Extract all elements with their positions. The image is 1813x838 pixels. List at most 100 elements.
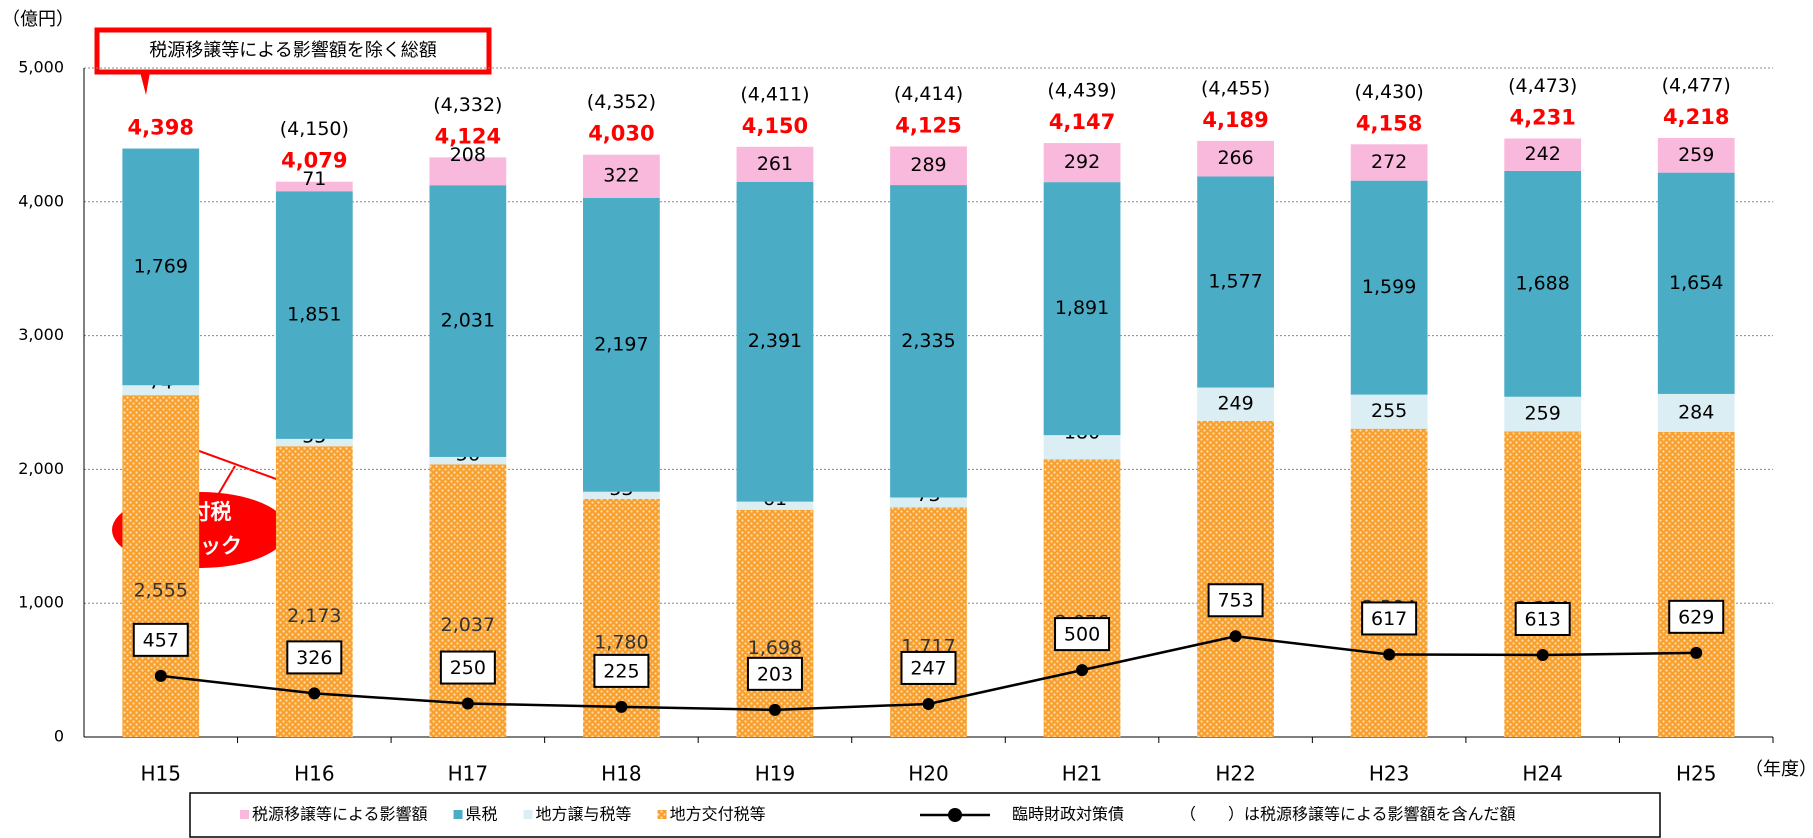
total-label: 4,124 <box>435 124 501 148</box>
line-marker <box>154 669 167 682</box>
x-tick-label: H17 <box>448 762 489 786</box>
callout-text: 税源移譲等による影響額を除く総額 <box>149 40 436 61</box>
bar-value-label: 1,891 <box>1055 297 1109 319</box>
value-box <box>286 640 343 675</box>
total-label: 4,147 <box>1049 110 1115 134</box>
total-incl-label: (4,439) <box>1047 80 1116 102</box>
legend-label: 臨時財政対策債 <box>1012 805 1124 824</box>
bar-value-label: 1,780 <box>594 631 648 653</box>
bar-segment <box>1504 431 1582 737</box>
bar-segment <box>736 181 814 502</box>
bar-value-label: 2,555 <box>134 580 188 602</box>
value-box <box>900 650 957 685</box>
value-box <box>1361 601 1418 636</box>
line-value-label: 203 <box>757 663 793 685</box>
line-marker <box>461 697 474 710</box>
line-marker <box>768 703 781 716</box>
legend-label: 地方譲与税等 <box>536 805 632 824</box>
legend-label: 税源移譲等による影響額 <box>252 805 428 824</box>
legend-swatch <box>453 810 463 819</box>
bar-segment <box>275 191 353 439</box>
total-label: 4,398 <box>128 116 194 140</box>
bar-segment <box>1350 180 1428 395</box>
bar-value-label: 1,698 <box>748 637 802 659</box>
bar-value-label: 1,577 <box>1208 271 1262 293</box>
bar-segment <box>1504 138 1582 171</box>
total-incl-label: (4,332) <box>433 94 502 116</box>
total-incl-label: (4,473) <box>1508 75 1577 97</box>
line-marker <box>1229 630 1242 643</box>
bar-segment <box>1657 137 1735 173</box>
y-tick-label: 5,000 <box>18 58 64 77</box>
bar-segment <box>1657 172 1735 394</box>
value-box <box>439 650 496 685</box>
bar-segment <box>1504 396 1582 432</box>
bar-segment <box>890 497 967 508</box>
bar-value-label: 255 <box>1371 400 1407 422</box>
bar-value-label: 284 <box>1678 401 1714 423</box>
x-tick-label: H20 <box>908 762 949 786</box>
line-value-label: 250 <box>450 657 486 679</box>
legend-note: （ ）は税源移譲等による影響額を含んだ額 <box>1180 805 1516 824</box>
line-value-label: 617 <box>1371 608 1407 630</box>
bar-segment <box>736 501 814 510</box>
bar-segment <box>1043 459 1121 737</box>
bar-value-label: 1,851 <box>287 304 341 326</box>
total-incl-label: (4,455) <box>1201 77 1270 99</box>
bar-segment <box>890 185 967 498</box>
legend-swatch <box>523 810 533 819</box>
bar-segment <box>1197 387 1274 421</box>
bar-value-label: 2,037 <box>441 614 495 636</box>
bar-value-label: 2,391 <box>748 330 802 352</box>
total-incl-label: (4,477) <box>1662 74 1731 96</box>
x-tick-label: H21 <box>1062 762 1103 786</box>
legend-label: 地方交付税等 <box>670 805 766 824</box>
bar-segment <box>736 509 814 737</box>
y-tick-label: 0 <box>54 727 64 746</box>
y-tick-label: 3,000 <box>18 325 64 344</box>
total-label: 4,189 <box>1202 108 1268 132</box>
bar-segment <box>1043 182 1121 436</box>
bar-segment <box>1350 144 1428 181</box>
bar-value-label: 208 <box>450 144 486 166</box>
line-marker <box>308 687 321 700</box>
line-value-label: 613 <box>1525 608 1561 630</box>
value-box <box>1514 601 1571 636</box>
bar-segment <box>1657 393 1735 432</box>
bar-value-label: 1,769 <box>134 255 188 277</box>
bar-value-label: 2,173 <box>287 605 341 627</box>
line-marker <box>1536 648 1549 661</box>
line-value-label: 247 <box>910 657 946 679</box>
total-incl-label: (4,414) <box>894 83 963 105</box>
bar-value-label: 242 <box>1525 143 1561 165</box>
bar-value-label: 1,599 <box>1362 276 1416 298</box>
legend-swatch <box>657 810 667 819</box>
x-tick-label: H22 <box>1215 762 1256 786</box>
bar-segment <box>1350 428 1428 737</box>
x-tick-label: H18 <box>601 762 642 786</box>
y-tick-label: 4,000 <box>18 191 64 210</box>
legend-marker <box>948 808 962 822</box>
value-box <box>746 656 803 691</box>
value-box <box>1668 599 1725 634</box>
bar-segment <box>583 154 660 198</box>
x-tick-label: H25 <box>1676 762 1717 786</box>
bar-value-label: 2,197 <box>594 333 648 355</box>
total-label: 4,079 <box>281 149 347 173</box>
bar-segment <box>429 464 507 737</box>
x-tick-label: H15 <box>141 762 182 786</box>
line-value-label: 326 <box>296 647 332 669</box>
x-tick-label: H19 <box>755 762 796 786</box>
y-axis-label: （億円） <box>2 9 74 30</box>
bar-value-label: 289 <box>910 154 946 176</box>
callout-pointer <box>140 72 150 95</box>
bar-segment <box>275 438 353 447</box>
bar-segment <box>583 491 660 499</box>
bar-value-label: 2,031 <box>441 310 495 332</box>
bar-segment <box>1197 140 1274 177</box>
bar-value-label: 249 <box>1217 393 1253 415</box>
total-label: 4,218 <box>1663 105 1729 129</box>
total-label: 4,158 <box>1356 111 1422 135</box>
total-label: 4,030 <box>588 122 654 146</box>
